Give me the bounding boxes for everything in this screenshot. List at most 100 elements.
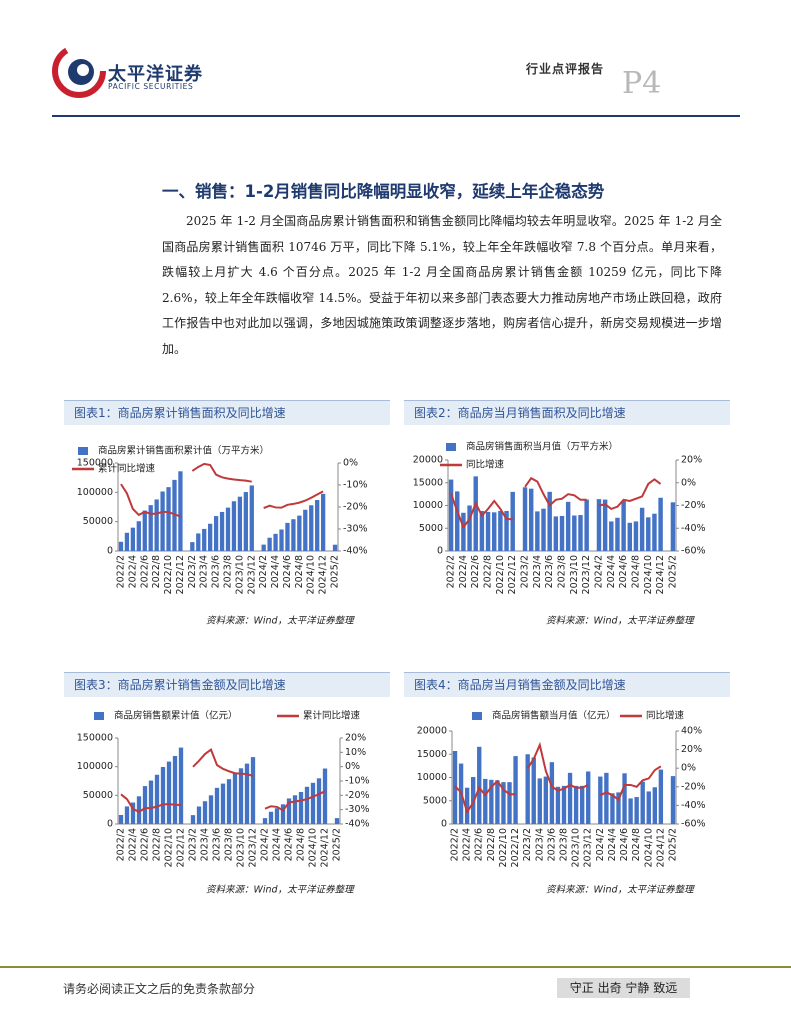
x-tick-label: 2023/10 xyxy=(571,828,582,867)
logo xyxy=(52,44,106,98)
x-tick-label: 2024/2 xyxy=(260,828,271,861)
bar xyxy=(549,762,555,824)
bar xyxy=(501,782,506,824)
bar xyxy=(652,513,657,551)
x-tick-label: 2022/4 xyxy=(462,828,473,861)
x-tick-label: 2024/4 xyxy=(607,828,618,861)
x-tick-label: 2022/10 xyxy=(164,828,175,867)
bar xyxy=(225,507,231,551)
y2-tick-label: -40% xyxy=(345,819,370,830)
legend-swatch xyxy=(446,443,456,451)
company-name-en: PACIFIC SECURITIES xyxy=(108,82,194,91)
company-name: 太平洋证券 xyxy=(108,64,203,85)
figure-source: 资料来源：Wind，太平洋证券整理 xyxy=(546,884,695,896)
bar xyxy=(202,801,208,824)
legend-label: 商品房累计销售面积累计值（万平方米） xyxy=(98,445,269,457)
y2-tick-label: 40% xyxy=(681,726,702,737)
x-tick-label: 2024/6 xyxy=(284,828,295,861)
bar xyxy=(458,763,464,824)
x-tick-label: 2022/12 xyxy=(176,828,187,867)
section-title: 一、销售：1-2月销售同比降幅明显收窄，延续上年企稳态势 xyxy=(162,182,605,201)
bar xyxy=(130,802,136,824)
report-type: 行业点评报告 xyxy=(526,62,605,76)
bar xyxy=(634,797,639,824)
x-tick-label: 2022/6 xyxy=(139,555,150,588)
y2-tick-label: -60% xyxy=(681,819,706,830)
figure-caption: 图表4：商品房当月销售金额及同比增速 xyxy=(404,672,730,697)
bar xyxy=(262,818,268,824)
bar xyxy=(220,783,226,824)
bar xyxy=(473,476,478,551)
bar xyxy=(202,528,207,551)
bar xyxy=(646,517,651,551)
x-tick-label: 2023/4 xyxy=(534,828,545,861)
bar xyxy=(310,782,316,824)
x-tick-label: 2023/4 xyxy=(532,555,543,588)
bar xyxy=(602,499,608,551)
x-tick-label: 2023/12 xyxy=(583,828,594,867)
y2-tick-label: 10% xyxy=(345,747,366,758)
x-tick-label: 2024/8 xyxy=(296,828,307,861)
bar xyxy=(196,533,201,551)
bar xyxy=(286,798,292,824)
x-tick-label: 2023/10 xyxy=(236,828,247,867)
x-tick-label: 2023/6 xyxy=(211,555,222,588)
y-tick-label: 10000 xyxy=(413,500,443,511)
x-tick-label: 2023/2 xyxy=(187,555,198,588)
x-tick-label: 2023/6 xyxy=(546,828,557,861)
bar xyxy=(292,795,298,824)
y-tick-label: 50000 xyxy=(83,790,113,801)
x-tick-label: 2023/6 xyxy=(212,828,223,861)
y-tick-label: 150000 xyxy=(77,733,113,744)
bar xyxy=(652,787,657,824)
logo-ring xyxy=(52,44,106,98)
bar xyxy=(273,533,278,551)
bar xyxy=(268,811,274,824)
legend-label: 商品房销售额当月值（亿元） xyxy=(492,710,616,722)
y2-tick-label: -30% xyxy=(345,804,370,815)
bar xyxy=(190,542,195,551)
bar xyxy=(513,756,518,824)
figure-source: 资料来源：Wind，太平洋证券整理 xyxy=(206,884,355,896)
bar xyxy=(525,754,530,824)
legend-label: 商品房销售面积当月值（万平方米） xyxy=(466,441,618,453)
bar xyxy=(547,491,552,551)
y-tick-label: 100000 xyxy=(77,761,113,772)
bar xyxy=(208,795,214,824)
x-tick-label: 2022/6 xyxy=(140,828,151,861)
bar xyxy=(495,780,500,824)
y2-tick-label: 20% xyxy=(345,733,366,744)
bar xyxy=(670,502,676,551)
chart: 0 5000 10000 15000 20000 -60% -40% -20% 0% 20% 202… xyxy=(413,441,706,627)
bar xyxy=(160,767,166,824)
x-tick-label: 2024/8 xyxy=(294,555,305,588)
x-tick-label: 2022/10 xyxy=(498,828,509,867)
bar xyxy=(579,785,585,824)
x-tick-label: 2024/10 xyxy=(643,828,654,867)
figure-caption: 图表2：商品房当月销售面积及同比增速 xyxy=(404,400,730,425)
x-tick-label: 2023/8 xyxy=(559,828,570,861)
x-tick-label: 2024/4 xyxy=(272,828,283,861)
bar xyxy=(213,516,219,551)
y2-tick-label: -10% xyxy=(343,480,368,491)
bar xyxy=(124,532,130,551)
y-tick-label: 20000 xyxy=(417,726,447,737)
bar xyxy=(483,778,488,824)
bar xyxy=(535,511,540,551)
bar xyxy=(567,772,573,824)
legend-swatch xyxy=(94,712,104,720)
bar xyxy=(261,544,266,551)
bar xyxy=(280,804,286,824)
x-tick-label: 2024/2 xyxy=(258,555,269,588)
bar xyxy=(639,507,645,551)
x-tick-label: 2025/2 xyxy=(332,828,343,861)
y2-tick-label: 0% xyxy=(345,761,360,772)
bar xyxy=(148,780,154,824)
x-tick-label: 2024/6 xyxy=(282,555,293,588)
legend-label: 同比增速 xyxy=(466,459,505,471)
bar xyxy=(485,511,491,551)
x-tick-label: 2023/2 xyxy=(188,828,199,861)
bar xyxy=(178,747,184,824)
x-tick-label: 2025/2 xyxy=(667,828,678,861)
